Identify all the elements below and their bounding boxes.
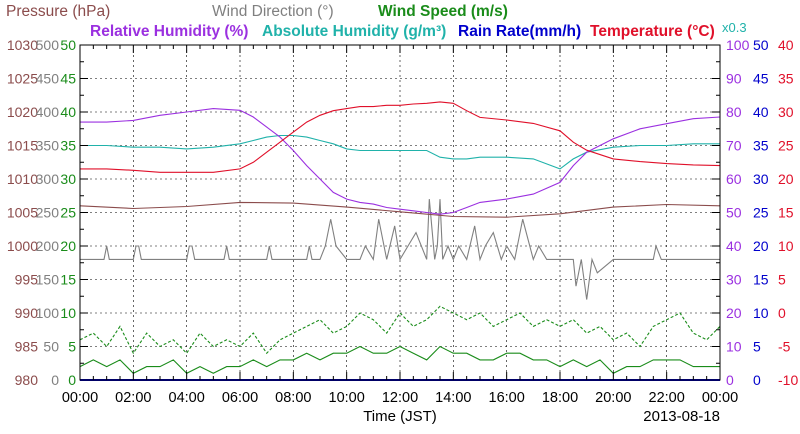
y-tick-label-humidity: 20 <box>726 305 742 321</box>
y-tick-label-temperature: 25 <box>778 138 794 154</box>
y-tick-label-wind-speed: 40 <box>60 104 76 120</box>
y-tick-label-temperature: 40 <box>778 37 794 53</box>
y-tick-label-temperature: -10 <box>778 372 798 388</box>
y-tick-label-wind-speed: 45 <box>60 71 76 87</box>
x-tick-label: 02:00 <box>115 390 151 406</box>
x-tick-label: 04:00 <box>169 390 205 406</box>
legend-item-row1: Wind Speed (m/s) <box>378 3 508 20</box>
x-tick-label: 16:00 <box>489 390 525 406</box>
y-tick-label-rain-rate: 5 <box>753 339 761 355</box>
x-tick-label: 00:00 <box>62 390 98 406</box>
y-tick-label-humidity: 0 <box>726 372 734 388</box>
y-tick-label-wind-direction: 350 <box>36 138 60 154</box>
y-tick-label-temperature: 35 <box>778 71 794 87</box>
y-tick-label-rain-rate: 10 <box>753 305 769 321</box>
y-tick-label-temperature: 0 <box>778 305 786 321</box>
y-tick-label-wind-direction: 450 <box>36 71 60 87</box>
y-tick-label-pressure: 1000 <box>7 238 38 254</box>
axes-layer: 00:00 02:00 04:00 06:00 08:00 10:00 12:00 14:00… <box>7 37 799 406</box>
y-tick-label-wind-speed: 30 <box>60 171 76 187</box>
y-tick-label-temperature: 30 <box>778 104 794 120</box>
y-tick-label-humidity: 70 <box>726 138 742 154</box>
series-relative-humidity <box>80 108 721 215</box>
y-tick-label-wind-speed: 50 <box>60 37 76 53</box>
x-tick-label: 00:00 <box>702 390 738 406</box>
x-tick-label: 22:00 <box>649 390 685 406</box>
y-tick-label-rain-rate: 45 <box>753 71 769 87</box>
y-tick-label-pressure: 1010 <box>7 171 38 187</box>
y-tick-label-humidity: 30 <box>726 272 742 288</box>
legend-item-row1: Pressure (hPa) <box>6 3 110 20</box>
chart-date: 2013-08-18 <box>643 408 720 425</box>
y-tick-label-rain-rate: 35 <box>753 138 769 154</box>
x-tick-label: 12:00 <box>382 390 418 406</box>
y-tick-label-rain-rate: 50 <box>753 37 769 53</box>
y-tick-label-humidity: 60 <box>726 171 742 187</box>
y-tick-label-wind-speed: 15 <box>60 272 76 288</box>
series-wind-speed-m-s-gust <box>79 305 721 355</box>
y-tick-label-wind-direction: 250 <box>36 205 60 221</box>
y-tick-label-wind-speed: 0 <box>68 372 76 388</box>
y-tick-label-rain-rate: 20 <box>753 238 769 254</box>
y-tick-label-rain-rate: 40 <box>753 104 769 120</box>
y-tick-label-wind-direction: 400 <box>36 104 60 120</box>
x-tick-label: 20:00 <box>595 390 631 406</box>
x-tick-label: 10:00 <box>329 390 365 406</box>
x-tick-label: 08:00 <box>275 390 311 406</box>
y-tick-label-rain-rate: 15 <box>753 272 769 288</box>
y-tick-label-pressure: 985 <box>15 339 39 355</box>
y-tick-label-rain-rate: 30 <box>753 171 769 187</box>
x-tick-label: 14:00 <box>435 390 471 406</box>
y-tick-label-humidity: 40 <box>726 238 742 254</box>
y-tick-label-pressure: 1030 <box>7 37 38 53</box>
legend-item-row2: Absolute Humidity (g/m³) <box>262 23 446 40</box>
series-absolute-humidity-g-m <box>80 134 720 170</box>
legend-item-row2: Rain Rate(mm/h) <box>458 23 581 40</box>
y-tick-label-wind-direction: 300 <box>36 171 60 187</box>
x-axis-label: Time (JST) <box>363 408 437 425</box>
y-tick-label-temperature: 10 <box>778 238 794 254</box>
y-tick-label-wind-direction: 50 <box>43 339 59 355</box>
y-tick-label-wind-direction: 0 <box>51 372 59 388</box>
y-tick-label-wind-speed: 5 <box>68 339 76 355</box>
x-tick-label: 06:00 <box>222 390 258 406</box>
y-tick-label-wind-speed: 10 <box>60 305 76 321</box>
y-tick-label-pressure: 1015 <box>7 138 38 154</box>
legend: Pressure (hPa) Wind Direction (°) Wind Spe… <box>6 3 747 40</box>
series-temperature-c <box>80 101 721 173</box>
y-tick-label-pressure: 995 <box>15 272 39 288</box>
y-tick-label-wind-direction: 100 <box>36 305 60 321</box>
y-tick-label-wind-speed: 25 <box>60 205 76 221</box>
y-tick-label-humidity: 10 <box>726 339 742 355</box>
series-pressure-hpa <box>79 201 721 218</box>
legend-item-row2: Temperature (°C) <box>590 23 715 40</box>
y-tick-label-wind-speed: 20 <box>60 238 76 254</box>
y-tick-label-wind-direction: 150 <box>36 272 60 288</box>
legend-item-row1: Wind Direction (°) <box>212 3 334 20</box>
y-tick-label-wind-speed: 35 <box>60 138 76 154</box>
y-tick-label-pressure: 1005 <box>7 205 38 221</box>
y-tick-label-rain-rate: 0 <box>753 372 761 388</box>
y-tick-label-pressure: 1020 <box>7 104 38 120</box>
y-tick-label-humidity: 80 <box>726 104 742 120</box>
y-tick-label-wind-direction: 200 <box>36 238 60 254</box>
y-tick-label-pressure: 1025 <box>7 71 38 87</box>
y-tick-label-pressure: 990 <box>15 305 39 321</box>
y-tick-label-pressure: 980 <box>15 372 39 388</box>
y-tick-label-humidity: 100 <box>726 37 750 53</box>
legend-multiplier: x0.3 <box>722 20 747 35</box>
y-tick-label-humidity: 90 <box>726 71 742 87</box>
y-tick-label-temperature: 5 <box>778 272 786 288</box>
x-tick-label: 18:00 <box>542 390 578 406</box>
y-tick-label-temperature: -5 <box>778 339 791 355</box>
y-tick-label-wind-direction: 500 <box>36 37 60 53</box>
legend-item-row2: Relative Humidity (%) <box>90 23 248 40</box>
y-tick-label-temperature: 20 <box>778 171 794 187</box>
y-tick-label-rain-rate: 25 <box>753 205 769 221</box>
y-tick-label-humidity: 50 <box>726 205 742 221</box>
series-wind-direction <box>80 199 720 300</box>
series-layer <box>79 101 721 381</box>
y-tick-label-temperature: 15 <box>778 205 794 221</box>
